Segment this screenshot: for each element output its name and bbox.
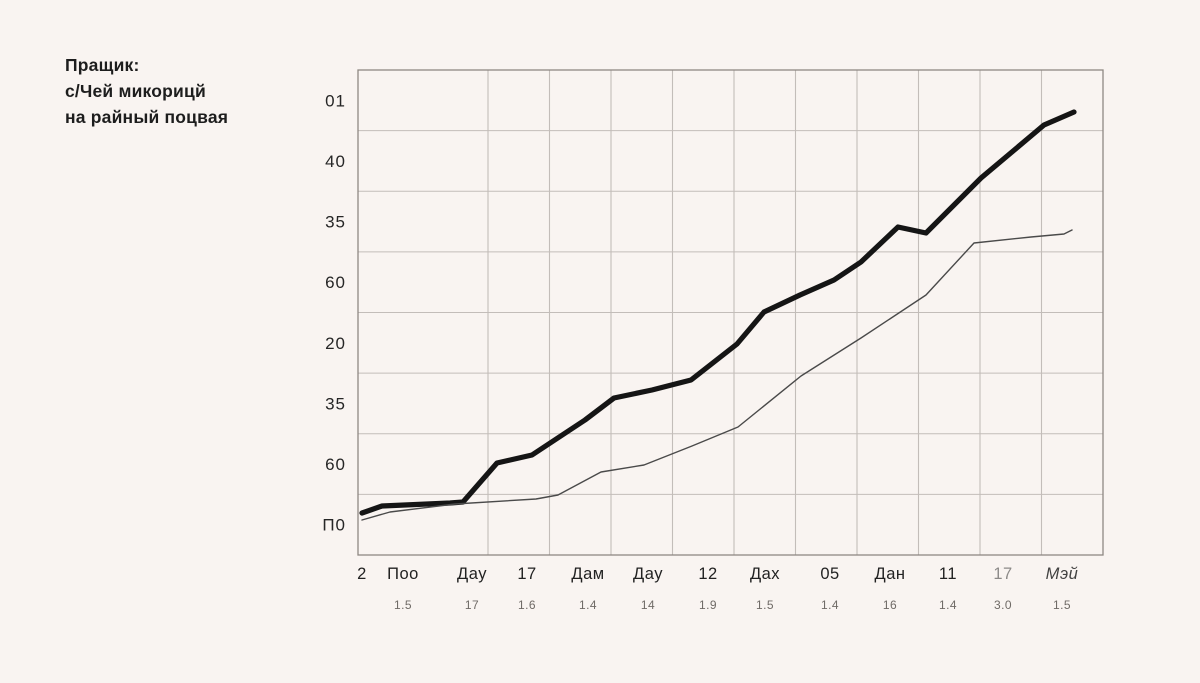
series-thick-line <box>359 109 1077 516</box>
x-axis-sublabel: 1.9 <box>699 598 717 612</box>
chart-title: Пращик: с/Чей микорицй на райный поцвая <box>65 55 229 127</box>
x-axis-sublabel: 14 <box>641 598 655 612</box>
y-axis-label: П0 <box>322 516 346 535</box>
y-axis-label: 60 <box>325 273 346 292</box>
series-layer <box>359 109 1077 521</box>
y-axis-label: 35 <box>325 213 346 232</box>
y-axis-label: 60 <box>325 455 346 474</box>
y-axis-label: 35 <box>325 394 346 413</box>
x-axis-sublabel: 1.5 <box>756 598 774 612</box>
x-axis-label: 17 <box>993 565 1012 583</box>
x-axis-sublabel: 17 <box>465 598 479 612</box>
x-axis-label: 12 <box>698 565 717 583</box>
y-axis-label: 01 <box>325 91 346 110</box>
x-axis-sublabel: 1.4 <box>579 598 597 612</box>
x-axis-sublabel: 1.4 <box>939 598 957 612</box>
x-axis-label: Поо <box>387 565 419 583</box>
x-axis-label: Дау <box>457 565 487 583</box>
x-axis-label: Дам <box>571 565 604 583</box>
x-axis-label: 17 <box>517 565 536 583</box>
x-axis-label: Дах <box>750 565 780 583</box>
x-axis-sublabel: 1.5 <box>1053 598 1071 612</box>
x-axis-sublabel: 1.6 <box>518 598 536 612</box>
x-axis-sublabel: 1.4 <box>821 598 839 612</box>
series-thin-line <box>361 229 1073 521</box>
grid-layer <box>357 69 1104 556</box>
y-axis-label: 40 <box>325 152 346 171</box>
x-axis-label: Дау <box>633 565 663 583</box>
x-axis-label: 11 <box>939 565 957 583</box>
y-axis-label: 20 <box>325 334 346 353</box>
x-axis-sublabel: 16 <box>883 598 897 612</box>
x-axis-label: 2 <box>357 565 367 583</box>
x-axis-sublabel: 3.0 <box>994 598 1012 612</box>
plot-border <box>357 69 1104 556</box>
axis-label-layer: 01 40 35 60 20 35 60 П0 2 Поо Дау 17 Дам Дау 12 Дах 05 Да… <box>322 91 1078 612</box>
x-axis-label: 05 <box>820 565 839 583</box>
x-axis-sublabel: 1.5 <box>394 598 412 612</box>
x-axis-label: Дан <box>875 565 906 583</box>
x-axis-label: Мэй <box>1046 565 1079 583</box>
